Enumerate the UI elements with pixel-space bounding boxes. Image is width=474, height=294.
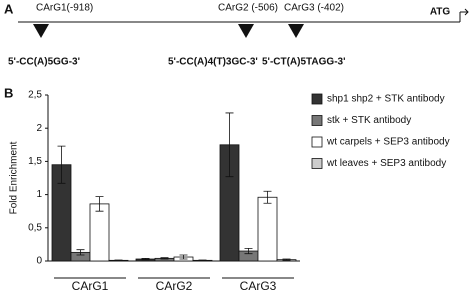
y-tick-label: 1,5 bbox=[28, 156, 42, 167]
error-bar bbox=[95, 196, 104, 212]
legend-label: wt carpels + SEP3 antibody bbox=[326, 137, 450, 148]
legend-swatch bbox=[311, 158, 323, 169]
legend-label: stk + STK antibody bbox=[327, 115, 411, 126]
error-bar bbox=[160, 257, 169, 260]
error-bar bbox=[225, 112, 234, 178]
legend-label: shp1 shp2 + STK antibody bbox=[327, 94, 445, 105]
error-bar bbox=[198, 259, 207, 262]
legend-swatch bbox=[311, 115, 323, 126]
site-sequence: 5'-CT(A)5TAGG-3' bbox=[262, 57, 345, 68]
site-label: CArG3 (-402) bbox=[284, 3, 344, 14]
legend-label: wt leaves + SEP3 antibody bbox=[326, 158, 446, 169]
panel-label: A bbox=[4, 1, 14, 16]
site-label: CArG2 (-506) bbox=[218, 3, 278, 14]
error-bar bbox=[263, 190, 272, 204]
error-bar bbox=[57, 145, 66, 184]
site-triangle bbox=[238, 24, 254, 38]
error-bar bbox=[141, 257, 150, 261]
x-tick-label: CArG3 bbox=[240, 279, 277, 293]
x-tick-label: CArG1 bbox=[72, 279, 109, 293]
bar bbox=[257, 196, 278, 262]
bar bbox=[89, 203, 110, 262]
atg-label: ATG bbox=[430, 7, 451, 18]
site-sequence: 5'-CC(A)4(T)3GC-3' bbox=[168, 57, 258, 68]
site-triangle bbox=[33, 24, 49, 38]
legend-swatch bbox=[311, 93, 323, 105]
error-bar bbox=[282, 258, 291, 261]
y-tick-label: 1 bbox=[36, 189, 42, 200]
y-tick-label: 2 bbox=[36, 123, 42, 134]
error-bar bbox=[179, 254, 188, 260]
site-triangle bbox=[288, 24, 304, 38]
error-bar bbox=[244, 247, 253, 255]
y-axis-label: Fold Enrichment bbox=[9, 141, 20, 214]
site-label: CArG1(-918) bbox=[36, 3, 93, 14]
y-tick-label: 2,5 bbox=[28, 90, 42, 101]
y-tick-label: 0,5 bbox=[28, 222, 42, 233]
x-tick-label: CArG2 bbox=[156, 279, 193, 293]
site-sequence: 5'-CC(A)5GG-3' bbox=[8, 57, 80, 68]
y-tick-label: 0 bbox=[36, 256, 42, 267]
error-bar bbox=[76, 249, 85, 256]
panel-label: B bbox=[4, 85, 13, 100]
error-bar bbox=[114, 259, 123, 262]
tss-arrow bbox=[460, 8, 469, 16]
legend-swatch bbox=[311, 136, 323, 148]
